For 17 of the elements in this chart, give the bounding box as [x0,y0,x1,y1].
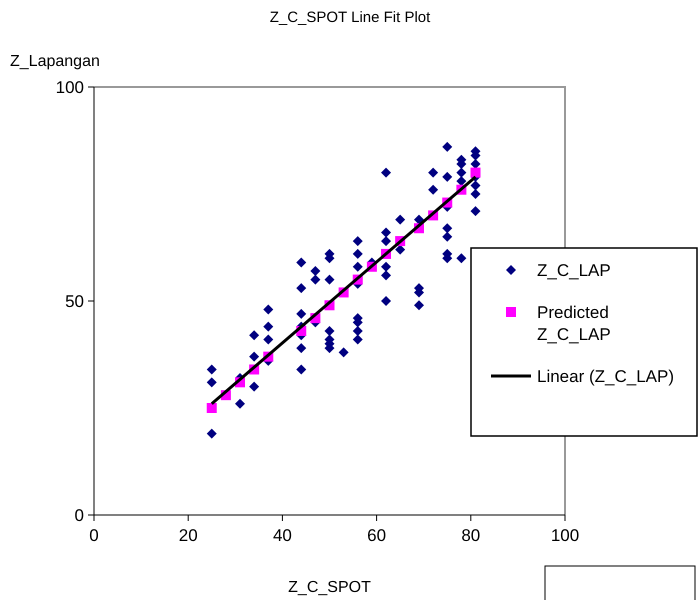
x-tick-label: 100 [550,526,580,545]
x-tick-label: 0 [89,526,99,545]
y-tick-label: 50 [65,292,84,311]
x-tick-label: 40 [272,526,292,545]
y-axis-title: Z_Lapangan [10,53,100,70]
y-tick-label: 100 [56,78,84,97]
point [206,403,217,413]
x-tick-label: 20 [178,526,198,545]
legend-label: Predicted Z_C_LAP [537,303,611,344]
y-tick-label: 0 [74,506,84,525]
legend-label: Z_C_LAP [537,261,611,280]
legend-label: Linear (Z_C_LAP) [537,367,674,386]
x-tick-label: 60 [367,526,386,545]
x-axis-title: Z_C_SPOT [288,579,372,596]
chart-title: Z_C_SPOT Line Fit Plot [270,9,432,26]
point [470,168,481,178]
x-tick-label: 80 [461,526,480,545]
